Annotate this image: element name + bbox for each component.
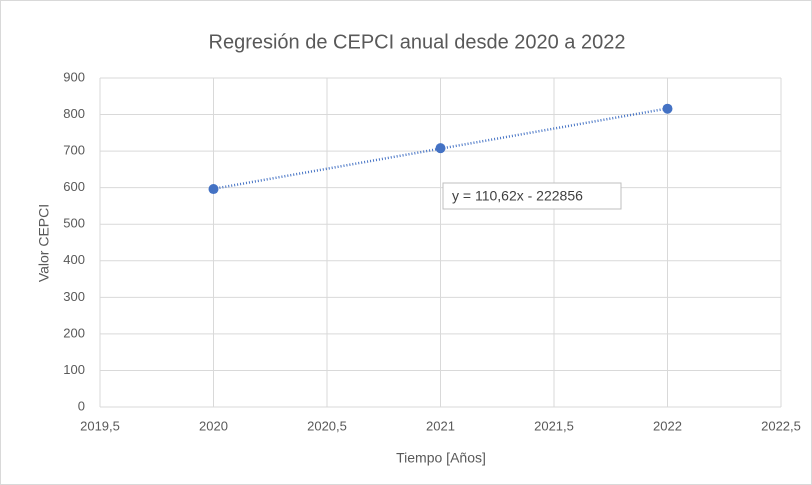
x-tick-label: 2019,5 [80,418,120,433]
y-tick-label: 700 [63,143,85,158]
y-tick-label: 900 [63,69,85,84]
point [208,184,219,195]
point [435,143,446,154]
annotation-box [442,182,622,210]
annotation: y = 110,62x - 222856 [452,188,583,204]
y-tick-label: 800 [63,106,85,121]
y-tick-label: 200 [63,325,85,340]
x-axis-label: Tiempo [Años] [396,450,486,466]
y-tick-label: 100 [63,362,85,377]
x-tick-label: 2020 [199,418,228,433]
x-tick-label: 2021 [426,418,455,433]
x-tick-label: 2020,5 [307,418,347,433]
y-tick-label: 500 [63,216,85,231]
x-tick-label: 2021,5 [534,418,574,433]
trendline [213,107,668,191]
point [662,103,673,114]
y-tick-label: 600 [63,179,85,194]
x-tick-label: 2022,5 [761,418,801,433]
chart-title: Regresión de CEPCI anual desde 2020 a 20… [209,31,626,53]
y-tick-label: 0 [78,398,85,413]
y-axis-label: Valor CEPCI [36,204,52,282]
x-tick-label: 2022 [653,418,682,433]
y-tick-label: 400 [63,252,85,267]
y-tick-label: 300 [63,289,85,304]
